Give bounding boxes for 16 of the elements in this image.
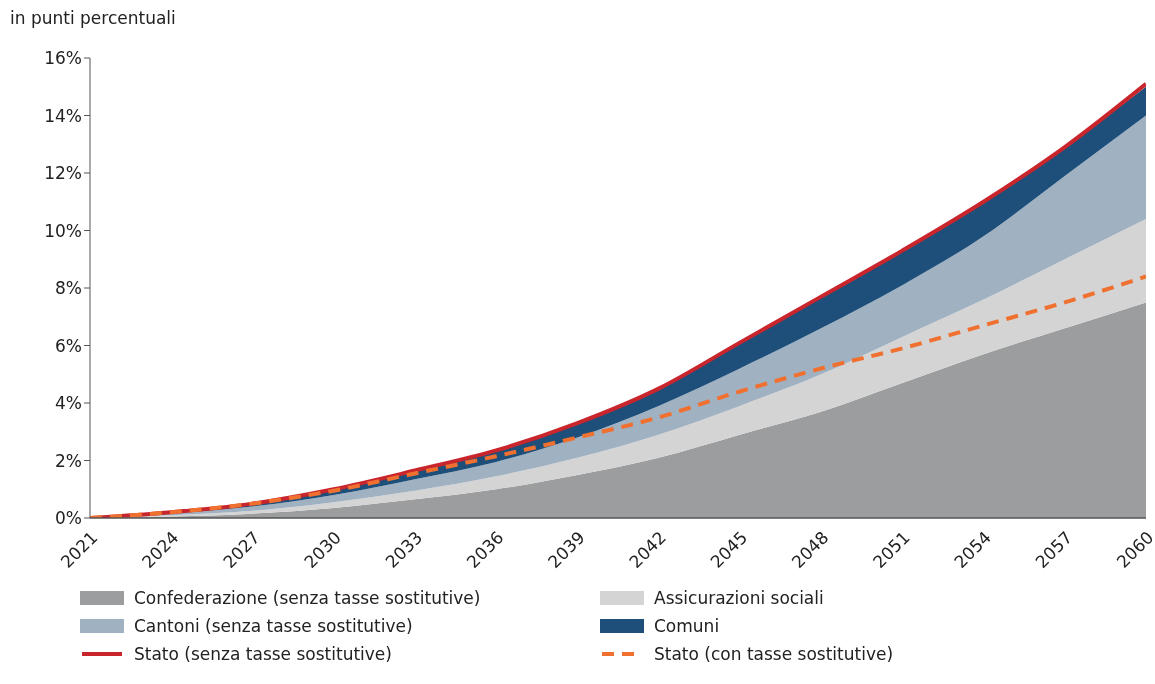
legend-label: Stato (con tasse sostitutive): [654, 644, 894, 664]
y-tick-label: 2%: [55, 450, 82, 471]
legend-label: Assicurazioni sociali: [654, 588, 824, 608]
y-tick-label: 6%: [55, 335, 82, 356]
legend-label: Cantoni (senza tasse sostitutive): [134, 616, 413, 636]
y-tick-label: 8%: [55, 278, 82, 299]
y-tick-label: 12%: [44, 163, 82, 184]
y-tick-label: 16%: [44, 48, 82, 69]
legend-label: Confederazione (senza tasse sostitutive): [134, 588, 481, 608]
y-tick-label: 4%: [55, 393, 82, 414]
y-tick-label: 0%: [55, 508, 82, 529]
y-axis-title: in punti percentuali: [10, 8, 177, 30]
legend-label: Comuni: [654, 616, 720, 636]
y-tick-label: 14%: [44, 105, 82, 126]
y-tick-label: 10%: [44, 220, 82, 241]
legend-label: Stato (senza tasse sostitutive): [134, 644, 392, 664]
